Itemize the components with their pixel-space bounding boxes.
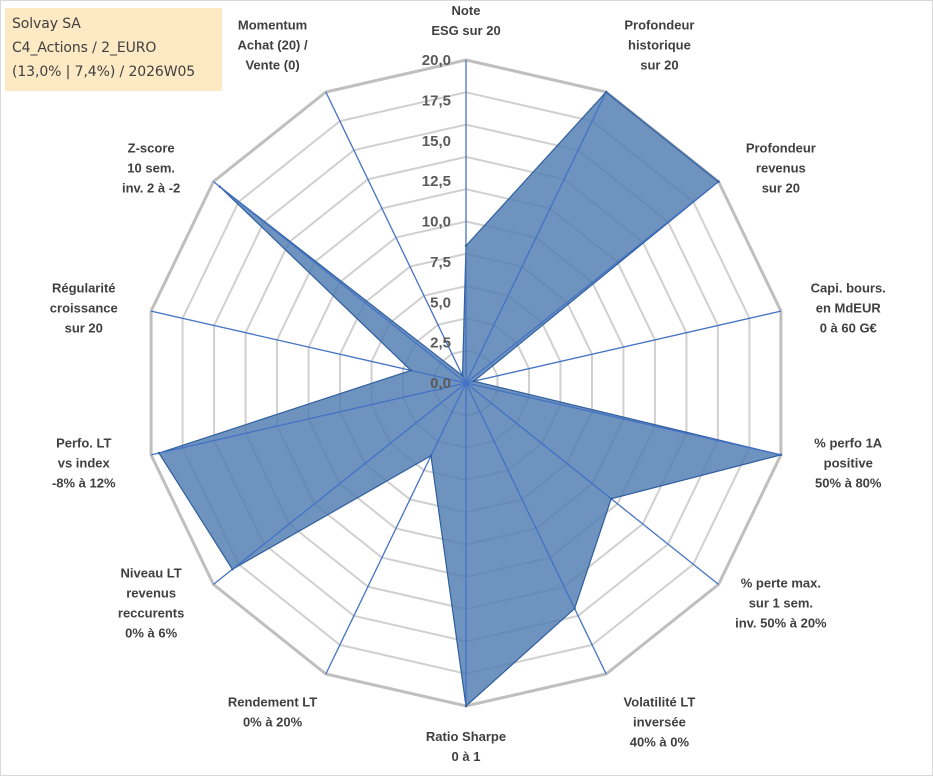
- axis-label: Rendement LT 0% à 20%: [228, 694, 317, 729]
- tick-label: 2,5: [430, 335, 451, 352]
- data-point: [610, 497, 613, 500]
- axis-label-line: Régularité: [52, 280, 116, 295]
- axis-spoke: [465, 382, 719, 585]
- axis-label-line: sur 20: [65, 320, 103, 335]
- axis-label-line: Niveau LT: [121, 566, 182, 581]
- data-point: [464, 704, 468, 708]
- tick-label: 10,0: [422, 214, 451, 231]
- axis-label-line: historique: [628, 38, 691, 53]
- axis-spoke: [465, 181, 719, 384]
- data-point: [218, 185, 221, 188]
- axis-label: Momentum Achat (20) / Vente (0): [238, 18, 308, 73]
- axis-label-line: Z-score: [128, 140, 175, 155]
- data-point: [573, 607, 576, 610]
- axis-spoke: [325, 91, 467, 384]
- axis-label: Profondeur revenus sur 20: [746, 140, 816, 195]
- axis-label: Capi. bours. en MdEUR 0 à 60 G€: [811, 280, 886, 335]
- info-box: Solvay SA C4_Actions / 2_EURO (13,0% | 7…: [5, 8, 222, 91]
- axis-label-line: Perfo. LT: [56, 436, 111, 451]
- axis-label-line: 40% à 0%: [630, 734, 690, 749]
- axis-spoke: [325, 382, 467, 675]
- axis-label-line: inv. 2 à -2: [122, 180, 180, 195]
- axis-label-line: Volatilité LT: [624, 694, 696, 709]
- data-point: [409, 369, 413, 372]
- axis-label-line: positive: [824, 456, 873, 471]
- data-point: [461, 374, 464, 377]
- axis-label-line: Capi. bours.: [811, 280, 886, 295]
- axis-spoke: [213, 382, 467, 585]
- axis-label-line: en MdEUR: [816, 300, 882, 315]
- axis-label: Profondeur historique sur 20: [624, 18, 694, 73]
- data-point: [472, 380, 476, 383]
- axis-label: Régularité croissance sur 20: [50, 280, 118, 335]
- axis-label-line: revenus: [126, 586, 176, 601]
- axis-label-line: Profondeur: [624, 18, 694, 33]
- tick-label: 17,5: [422, 92, 451, 109]
- axis-label: Volatilité LT inversée 40% à 0%: [624, 694, 696, 749]
- tick-label: 15,0: [422, 133, 451, 150]
- axis-label-line: inv. 50% à 20%: [735, 616, 827, 631]
- axis-label-line: revenus: [756, 160, 806, 175]
- axis-spoke: [150, 310, 467, 384]
- category-label: C4_Actions / 2_EURO: [12, 40, 157, 56]
- axis-label: Niveau LT revenus reccurents 0% à 6%: [118, 566, 184, 641]
- axis-label-line: Rendement LT: [228, 694, 317, 709]
- axis-label-line: 0% à 6%: [125, 626, 177, 641]
- axis-spoke: [213, 181, 467, 384]
- data-point: [779, 453, 783, 457]
- data-point: [604, 90, 608, 94]
- axis-label-line: Achat (20) /: [238, 38, 308, 53]
- axis-spoke: [465, 91, 607, 384]
- axis-label: % perte max. sur 1 sem. inv. 50% à 20%: [735, 576, 827, 631]
- axis-label: Ratio Sharpe 0 à 1: [426, 729, 506, 764]
- data-point: [464, 244, 468, 247]
- data-point: [231, 568, 234, 571]
- tick-label: 0,0: [430, 375, 451, 392]
- axis-label-line: 0 à 1: [452, 749, 481, 764]
- axis-label-line: -8% à 12%: [52, 476, 116, 491]
- tick-label: 5,0: [430, 294, 451, 311]
- performance-period: (13,0% | 7,4%) / 2026W05: [12, 64, 196, 80]
- data-point: [717, 180, 720, 183]
- axis-label-line: 50% à 80%: [815, 476, 882, 491]
- axis-label-line: ESG sur 20: [431, 23, 500, 38]
- axis-spoke: [465, 382, 607, 675]
- axis-label-line: Ratio Sharpe: [426, 729, 506, 744]
- axis-label-line: sur 1 sem.: [749, 596, 813, 611]
- axis-label-line: Momentum: [238, 18, 307, 33]
- axis-label-line: 0% à 20%: [243, 714, 303, 729]
- axis-label-line: % perte max.: [741, 576, 821, 591]
- axis-label: Note ESG sur 20: [431, 3, 500, 38]
- tick-label: 12,5: [422, 173, 451, 190]
- tick-label: 7,5: [430, 254, 451, 271]
- axis-label: Perfo. LT vs index -8% à 12%: [52, 436, 116, 491]
- company-name: Solvay SA: [12, 16, 81, 32]
- axis-spoke: [465, 382, 782, 456]
- axis-label-line: croissance: [50, 300, 118, 315]
- axis-label: % perfo 1A positive 50% à 80%: [814, 436, 883, 491]
- axis-label: Z-score 10 sem. inv. 2 à -2: [122, 140, 180, 195]
- axis-label-line: Vente (0): [245, 58, 299, 73]
- axis-label-line: inversée: [633, 714, 686, 729]
- axis-label-line: 10 sem.: [127, 160, 175, 175]
- axis-label-line: Profondeur: [746, 140, 816, 155]
- axis-spoke: [150, 382, 467, 456]
- axis-label-line: sur 20: [640, 58, 678, 73]
- axis-label-line: sur 20: [762, 180, 800, 195]
- tick-label: 20,0: [422, 52, 451, 69]
- axis-label-line: vs index: [58, 456, 111, 471]
- data-point: [157, 451, 161, 455]
- axis-label-line: Note: [452, 3, 481, 18]
- axis-spoke: [465, 310, 782, 384]
- data-point: [429, 454, 433, 457]
- axis-label-line: % perfo 1A: [814, 436, 883, 451]
- axis-label-line: 0 à 60 G€: [820, 320, 877, 335]
- axis-label-line: reccurents: [118, 606, 184, 621]
